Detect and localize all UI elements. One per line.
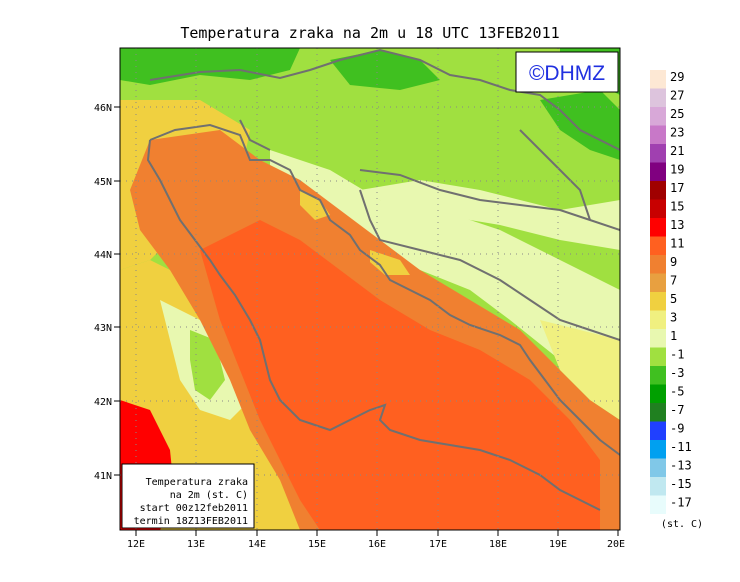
legend-swatch — [650, 125, 666, 144]
legend-swatch — [650, 292, 666, 311]
legend-swatch — [650, 477, 666, 496]
legend-swatch — [650, 255, 666, 274]
legend-swatch — [650, 384, 666, 403]
legend-colorbar — [650, 70, 666, 514]
lon-label: 20E — [607, 539, 625, 550]
legend-level: 7 — [670, 274, 677, 288]
legend-swatch — [650, 440, 666, 459]
legend-labels: 29 27 25 23 21 19 17 15 13 11 9 7 5 3 1 -1 -3 -5 -7 -9 -11 -1… — [670, 70, 692, 510]
coastline — [146, 48, 620, 511]
lat-label: 41N — [94, 471, 112, 482]
legend-level: 5 — [670, 292, 677, 306]
legend-swatch — [650, 70, 666, 89]
legend-swatch — [650, 403, 666, 422]
legend-level: 17 — [670, 181, 684, 195]
lat-label: 44N — [94, 250, 112, 261]
legend-swatch — [650, 310, 666, 329]
legend-unit: (st. C) — [661, 519, 703, 530]
logo-text: ©DHMZ — [529, 62, 605, 85]
lon-label: 13E — [187, 539, 205, 550]
legend-swatch — [650, 495, 666, 514]
legend-level: -1 — [670, 348, 684, 362]
legend-level: -5 — [670, 385, 684, 399]
temperature-field — [120, 48, 620, 530]
legend-level: 3 — [670, 311, 677, 325]
dhmz-logo: ©DHMZ — [515, 51, 619, 93]
lon-label: 17E — [429, 539, 447, 550]
legend-level: 1 — [670, 329, 677, 343]
legend-level: 13 — [670, 218, 684, 232]
legend-swatch — [650, 199, 666, 218]
legend-level: -15 — [670, 477, 692, 491]
legend-level: -17 — [670, 496, 692, 510]
info-line: termin 18Z13FEB2011 — [134, 516, 248, 527]
map-title: Temperatura zraka na 2m u 18 UTC 13FEB20… — [180, 24, 560, 42]
legend-swatch — [650, 421, 666, 440]
lat-label: 46N — [94, 103, 112, 114]
legend-level: -3 — [670, 366, 684, 380]
legend-swatch — [650, 162, 666, 181]
info-line: Temperatura zraka — [146, 477, 248, 488]
legend-level: 25 — [670, 107, 684, 121]
info-line: na 2m (st. C) — [170, 490, 248, 501]
lat-label: 42N — [94, 397, 112, 408]
legend-level: 15 — [670, 200, 684, 214]
legend-swatch — [650, 88, 666, 107]
legend-swatch — [650, 236, 666, 255]
legend-level: 27 — [670, 89, 684, 103]
legend-level: 19 — [670, 163, 684, 177]
legend-level: -7 — [670, 403, 684, 417]
legend-swatch — [650, 218, 666, 237]
lon-label: 16E — [368, 539, 386, 550]
legend-swatch — [650, 366, 666, 385]
legend-level: 21 — [670, 144, 684, 158]
lat-label: 43N — [94, 323, 112, 334]
legend-swatch — [650, 273, 666, 292]
info-box: Temperatura zraka na 2m (st. C) start 00… — [121, 463, 255, 529]
legend-swatch — [650, 347, 666, 366]
info-line: start 00z12feb2011 — [140, 503, 248, 514]
lon-label: 18E — [489, 539, 507, 550]
legend-level: 23 — [670, 126, 684, 140]
legend-level: -13 — [670, 459, 692, 473]
lon-label: 15E — [308, 539, 326, 550]
lon-label: 12E — [127, 539, 145, 550]
legend-swatch — [650, 458, 666, 477]
legend-level: 9 — [670, 255, 677, 269]
legend-level: -9 — [670, 422, 684, 436]
legend-level: 29 — [670, 70, 684, 84]
legend-swatch — [650, 107, 666, 126]
legend-level: 11 — [670, 237, 684, 251]
legend-swatch — [650, 181, 666, 200]
lon-label: 19E — [549, 539, 567, 550]
legend-swatch — [650, 144, 666, 163]
lat-label: 45N — [94, 177, 112, 188]
lon-label: 14E — [248, 539, 266, 550]
legend-level: -11 — [670, 440, 692, 454]
axis-ticks — [114, 106, 619, 536]
map-frame — [119, 47, 621, 531]
legend-swatch — [650, 329, 666, 348]
lat-lon-grid — [120, 48, 620, 530]
